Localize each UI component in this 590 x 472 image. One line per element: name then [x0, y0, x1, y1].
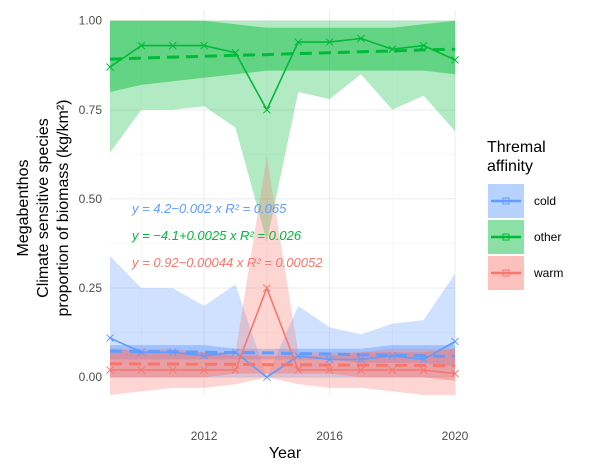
point-warm — [294, 366, 303, 374]
trend-cold — [109, 349, 456, 358]
band-warm — [110, 156, 455, 395]
point-cold — [106, 334, 114, 342]
y-axis-title-line: Megabenthos — [15, 160, 32, 257]
y-tick-label: 0.00 — [79, 370, 103, 384]
y-axis-tick-labels: 0.00 0.25 0.50 0.75 1.00 — [79, 14, 103, 384]
point-warm — [357, 366, 365, 374]
point-cold — [231, 348, 240, 357]
point-other — [231, 48, 240, 57]
point-other — [168, 41, 177, 50]
point-warm — [451, 369, 459, 378]
legend-label-cold: cold — [534, 194, 556, 208]
trend-other — [109, 47, 456, 61]
point-other — [388, 45, 397, 54]
point-other — [419, 41, 428, 50]
point-other — [200, 41, 208, 50]
legend-key-marker-cold — [502, 197, 510, 205]
y-axis-title-line: Climate sensitive species — [35, 118, 52, 298]
point-other — [262, 105, 271, 114]
band-cold — [110, 256, 455, 378]
trend-warm — [109, 362, 456, 368]
point-cold — [262, 373, 271, 382]
grid — [110, 10, 456, 395]
point-other — [106, 63, 114, 71]
point-cold — [419, 355, 428, 364]
band-other — [110, 20, 455, 242]
x-tick-label: 2020 — [442, 429, 469, 443]
point-warm — [231, 366, 240, 374]
point-cold — [388, 351, 397, 360]
x-axis-tick-labels: 2012 2016 2020 — [191, 429, 469, 443]
y-tick-label: 0.75 — [79, 103, 103, 117]
point-cold — [294, 351, 303, 360]
equation-other: y = −4.1+0.0025 x R² = 0.026 — [131, 228, 302, 243]
point-cold — [137, 348, 146, 357]
y-axis-title-line: proportion of biomass (kg/km²) — [55, 100, 72, 317]
point-warm — [106, 366, 114, 374]
y-tick-label: 0.50 — [79, 192, 103, 206]
fit-band-cold — [110, 345, 455, 367]
point-other — [357, 34, 365, 43]
point-warm — [168, 366, 177, 374]
equation-cold: y = 4.2−0.002 x R² = 0.065 — [131, 201, 287, 216]
legend-label-warm: warm — [533, 266, 563, 280]
point-other — [137, 41, 146, 50]
line-other — [109, 37, 456, 112]
point-warm — [200, 366, 208, 374]
point-warm — [388, 366, 397, 374]
legend-key-marker-other — [502, 233, 510, 241]
legend-item-cold: cold — [488, 184, 556, 218]
y-tick-label: 0.25 — [79, 281, 103, 295]
point-cold — [451, 337, 459, 346]
equation-annotations: y = 4.2−0.002 x R² = 0.065 y = −4.1+0.002… — [131, 201, 323, 270]
legend-title: Thremal — [487, 139, 546, 156]
legend-label-other: other — [534, 230, 561, 244]
y-tick-label: 1.00 — [79, 14, 103, 28]
point-cold — [200, 351, 208, 360]
equation-warm: y = 0.92−0.00044 x R² = 0.00052 — [131, 255, 323, 270]
legend-item-other: other — [488, 220, 561, 254]
fit-band-other — [110, 20, 455, 93]
point-warm — [137, 366, 146, 374]
x-tick-label: 2016 — [316, 429, 343, 443]
series-lines — [106, 34, 459, 382]
x-tick-label: 2012 — [191, 429, 218, 443]
line-warm — [110, 285, 456, 375]
point-cold — [325, 355, 334, 364]
legend-title: affinity — [487, 158, 533, 175]
legend-item-warm: warm — [488, 256, 563, 290]
legend: Thremal affinity cold other warm — [487, 139, 563, 290]
point-warm — [262, 284, 271, 292]
point-cold — [357, 355, 365, 364]
point-other — [294, 38, 303, 46]
y-axis-title: Megabenthos Climate sensitive species prop… — [15, 100, 72, 317]
legend-key-marker-warm — [502, 269, 510, 277]
point-warm — [325, 366, 334, 374]
point-cold — [168, 348, 177, 357]
point-other — [451, 56, 459, 64]
x-axis-title: Year — [269, 445, 302, 462]
point-other — [325, 38, 334, 46]
point-warm — [419, 366, 428, 374]
